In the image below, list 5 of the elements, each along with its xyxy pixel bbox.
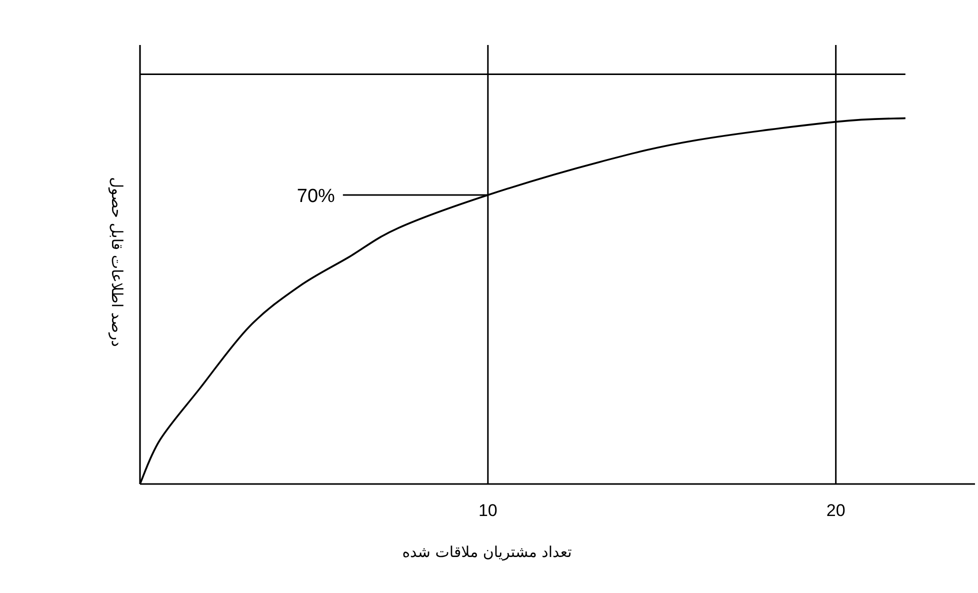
x-tick-label: 20: [826, 501, 846, 520]
x-axis-title: تعداد مشتریان ملاقات شده: [402, 543, 572, 561]
annotation: 70%: [296, 186, 336, 207]
y-axis-title: درصد اطلاعات قابل حصول: [108, 177, 126, 347]
x-tick-label: 10: [478, 501, 498, 520]
